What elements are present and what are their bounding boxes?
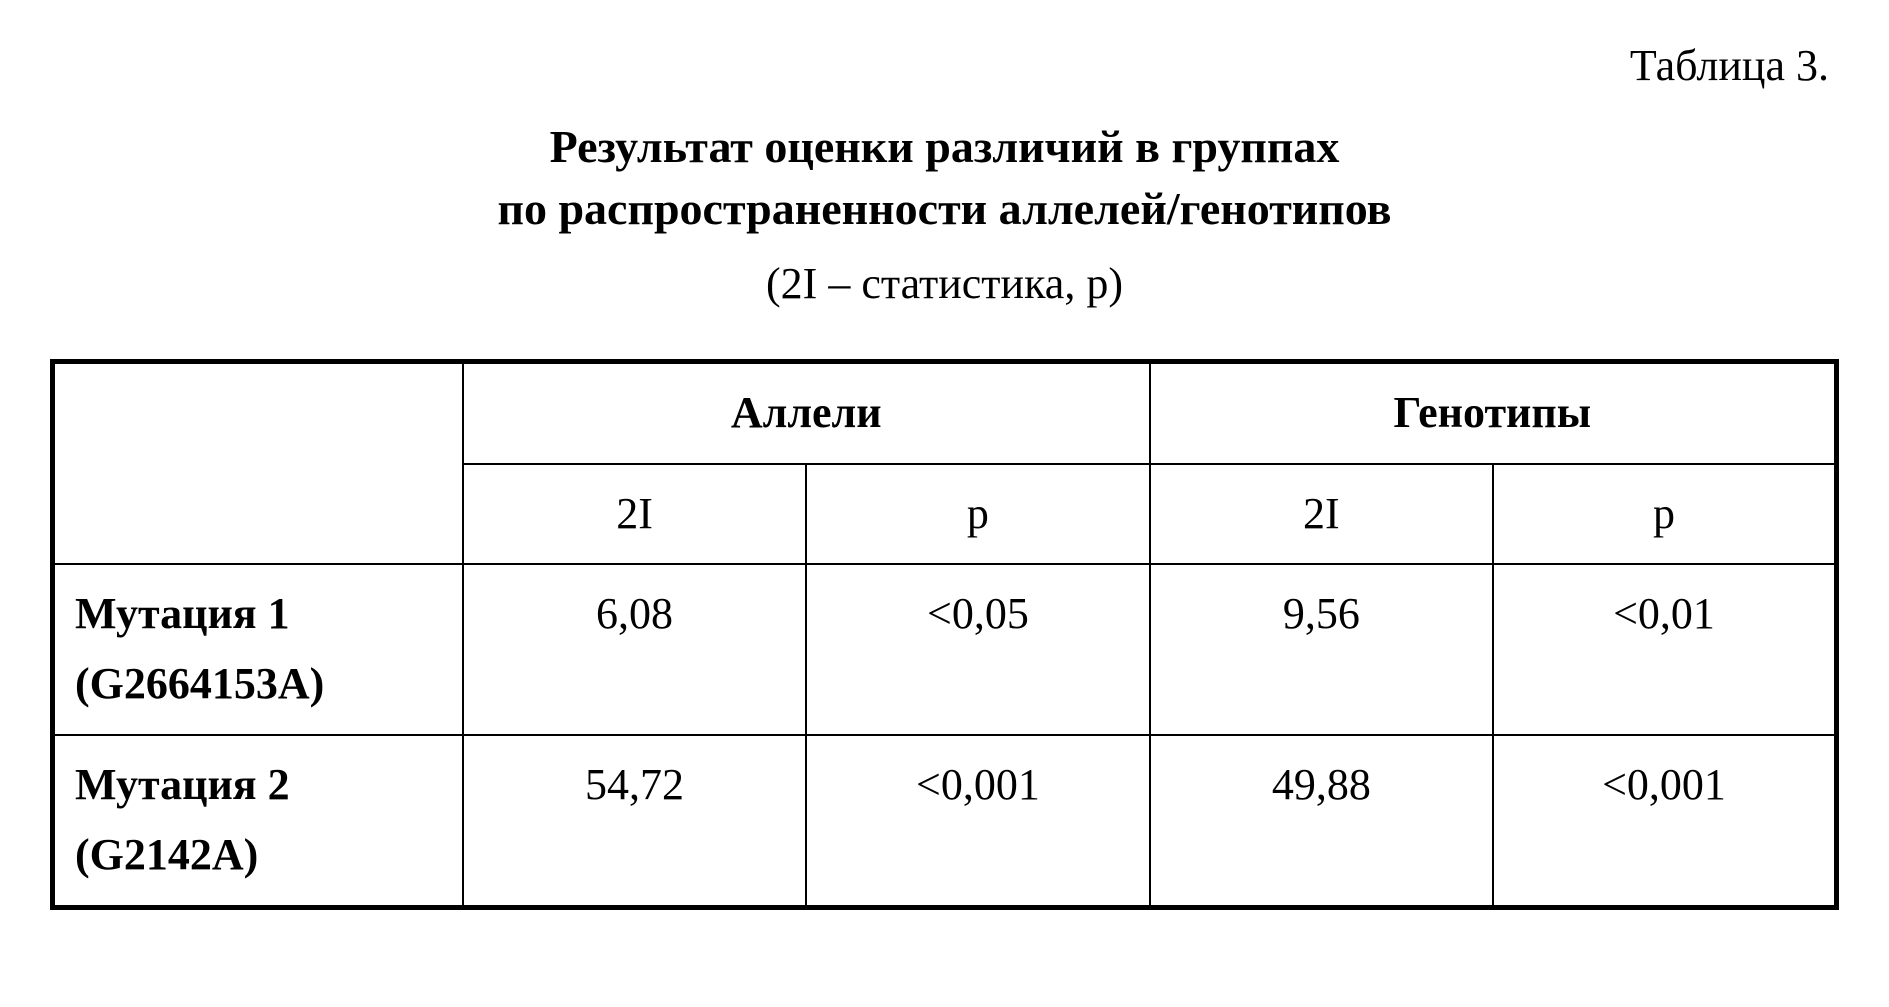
cell-allele-2i: 54,72	[463, 735, 806, 907]
table-row: Мутация 2 (G2142A) 54,72 <0,001 49,88 <0…	[53, 735, 1837, 907]
subhead-allele-2i: 2I	[463, 464, 806, 564]
table-number: Таблица 3.	[50, 40, 1839, 91]
cell-allele-p: <0,001	[806, 735, 1149, 907]
cell-geno-2i: 49,88	[1150, 735, 1493, 907]
row-label-line1: Мутация 2	[75, 760, 290, 809]
subtitle: (2I – статистика, p)	[50, 258, 1839, 309]
title-line-1: Результат оценки различий в группах	[50, 116, 1839, 178]
header-genotypes: Генотипы	[1150, 362, 1837, 464]
header-row-1: Аллели Генотипы	[53, 362, 1837, 464]
cell-geno-p: <0,01	[1493, 564, 1836, 735]
subhead-allele-p: p	[806, 464, 1149, 564]
row-label: Мутация 2 (G2142A)	[53, 735, 463, 907]
header-alleles: Аллели	[463, 362, 1150, 464]
results-table: Аллели Генотипы 2I p 2I p Мутация 1 (G26…	[50, 359, 1839, 909]
subhead-geno-p: p	[1493, 464, 1836, 564]
title-block: Результат оценки различий в группах по р…	[50, 116, 1839, 309]
cell-geno-2i: 9,56	[1150, 564, 1493, 735]
title-line-2: по распространенности аллелей/генотипов	[50, 178, 1839, 240]
row-label: Мутация 1 (G2664153A)	[53, 564, 463, 735]
row-label-line2: (G2664153A)	[75, 659, 324, 708]
table-row: Мутация 1 (G2664153A) 6,08 <0,05 9,56 <0…	[53, 564, 1837, 735]
header-empty	[53, 362, 463, 564]
cell-allele-2i: 6,08	[463, 564, 806, 735]
row-label-line1: Мутация 1	[75, 589, 290, 638]
subhead-geno-2i: 2I	[1150, 464, 1493, 564]
cell-allele-p: <0,05	[806, 564, 1149, 735]
row-label-line2: (G2142A)	[75, 830, 258, 879]
cell-geno-p: <0,001	[1493, 735, 1836, 907]
